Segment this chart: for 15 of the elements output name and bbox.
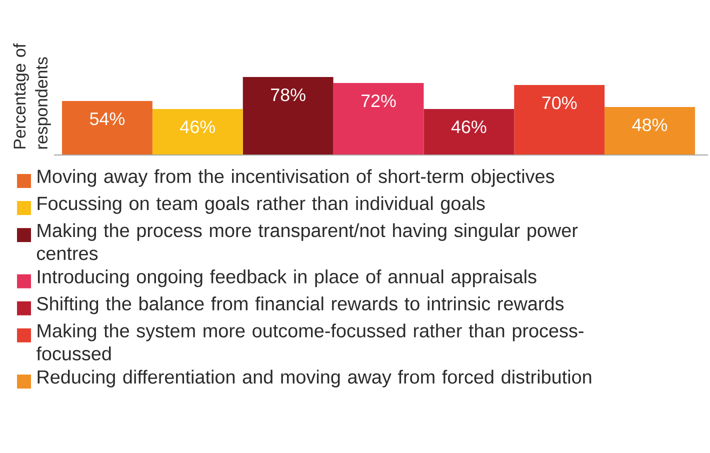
legend-label: Shifting the balance from financial rewards to intrinsic rewards (37, 296, 564, 314)
data-label: 72% (361, 94, 396, 108)
data-label: 46% (451, 120, 486, 134)
legend-label: Making the system more outcome-focussed rather than process-focussed (36, 324, 584, 360)
legend-label: Making the process more transparent/not having singular power centres (37, 223, 578, 260)
legend-label: Introducing ongoing feedback in place of annual appraisals (38, 269, 536, 288)
data-label: 46% (180, 120, 215, 134)
legend-label: Moving away from the incentivisation of short-term objectives (38, 169, 554, 187)
legend-label: Reducing differentiation and moving away from forced distribution (38, 370, 592, 388)
data-label: 48% (632, 118, 668, 132)
legend-label: Focussing on team goals rather than individual goals (38, 196, 485, 214)
data-label: 70% (542, 96, 577, 110)
data-label: 78% (271, 88, 306, 102)
data-label: 54% (90, 112, 125, 126)
y-axis-title: Percentage of respondents (13, 43, 51, 149)
